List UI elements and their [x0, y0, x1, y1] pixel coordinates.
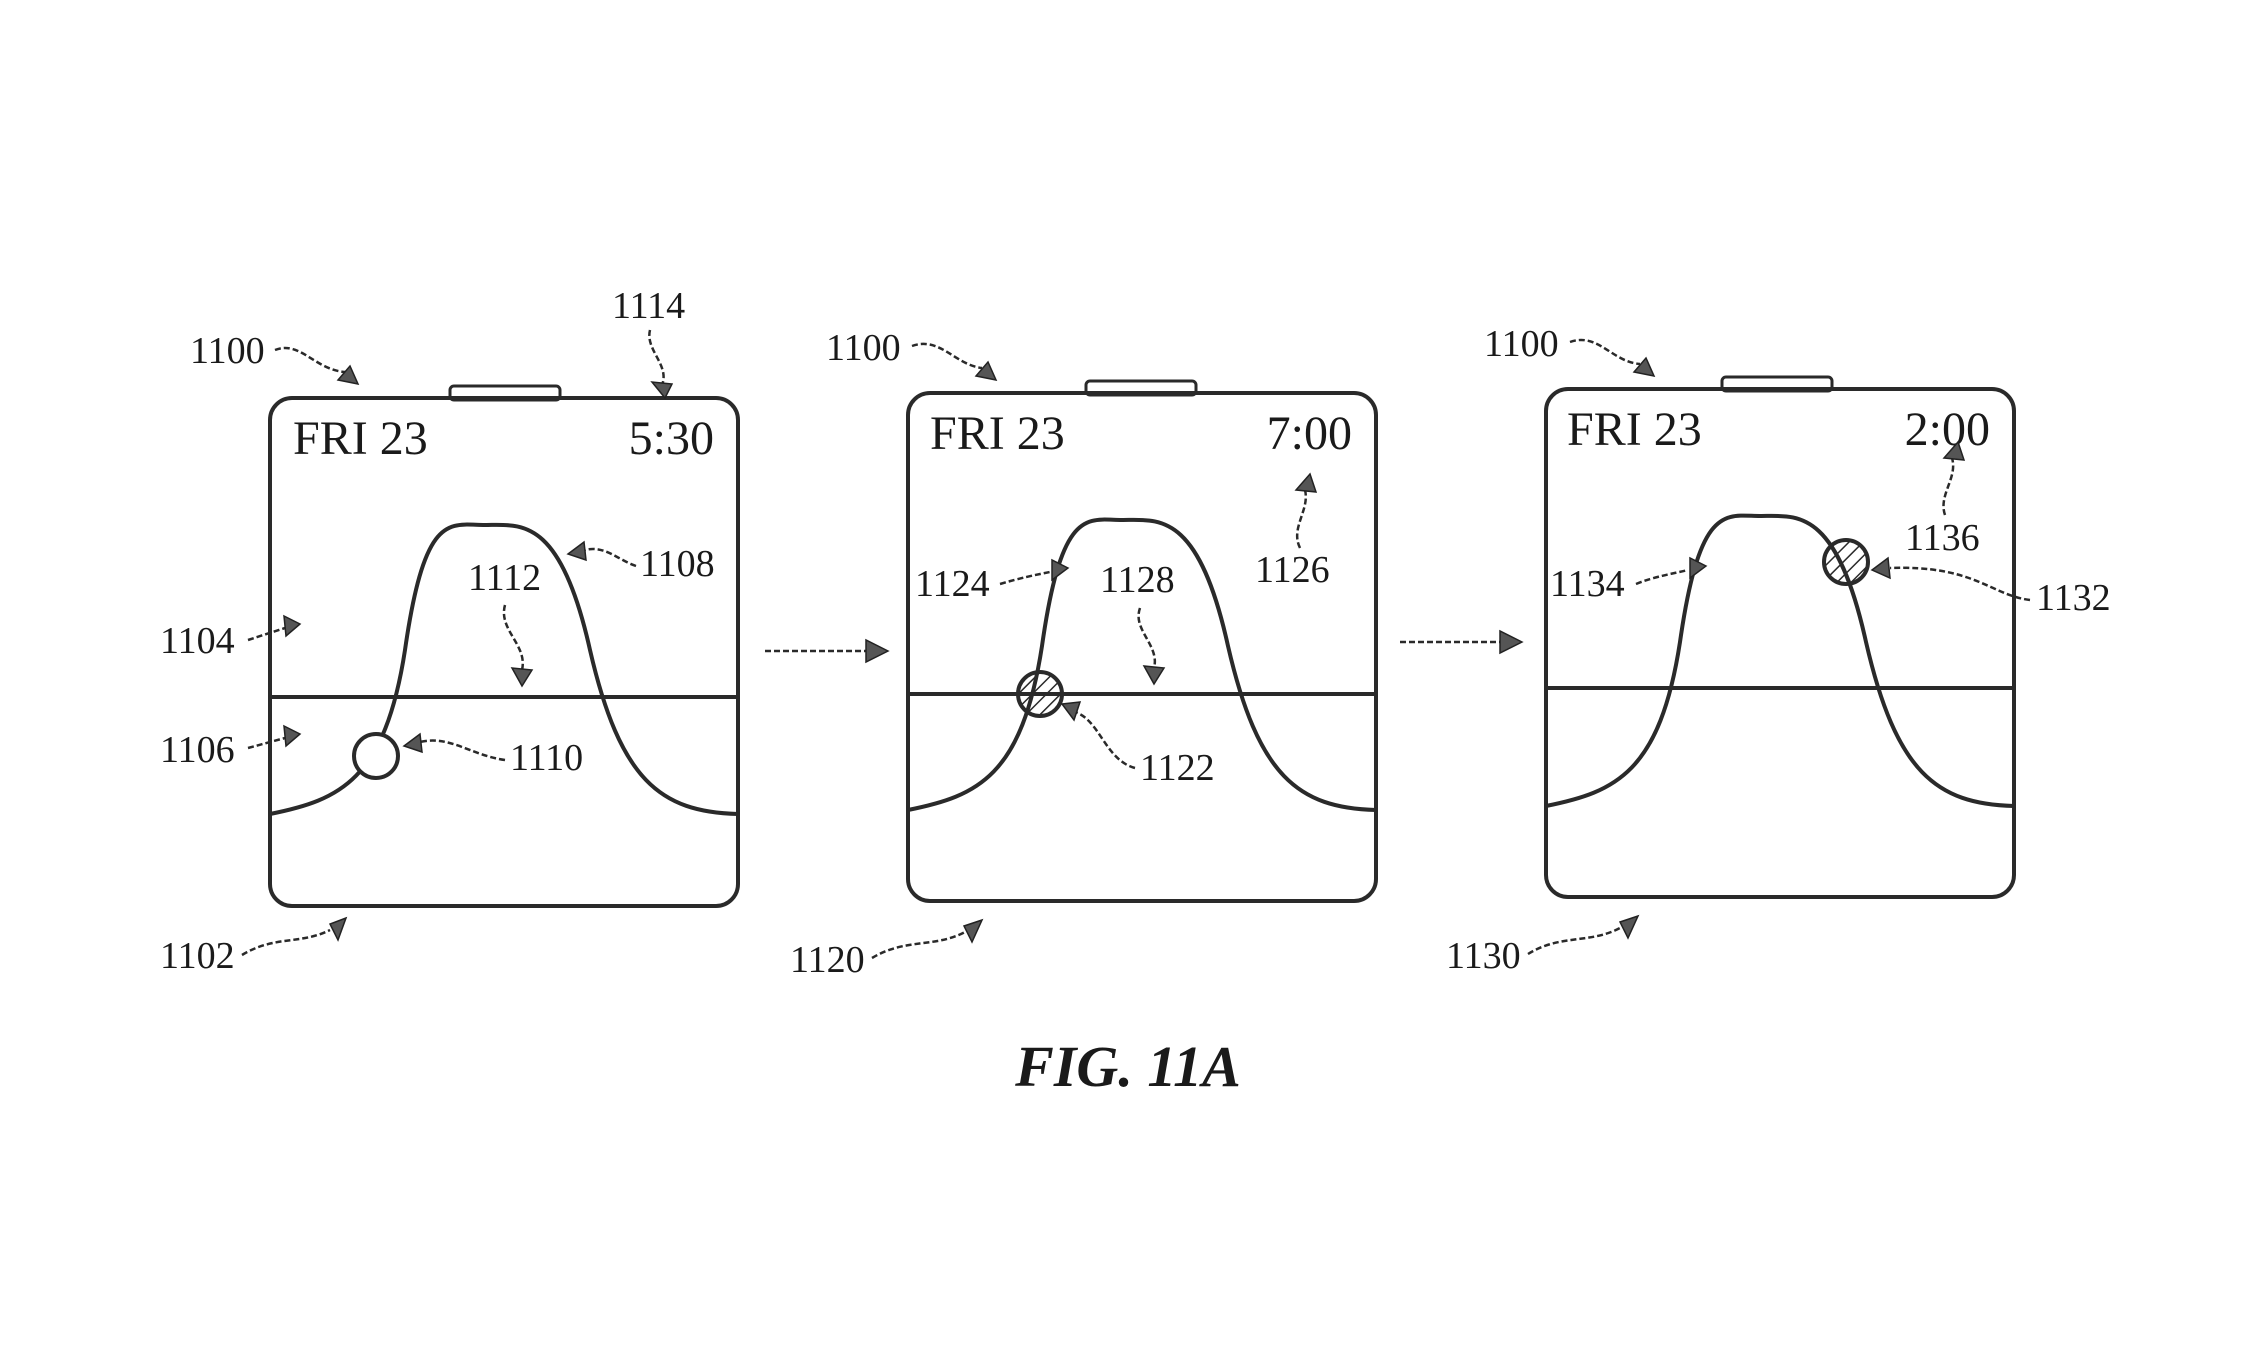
leader-device — [1570, 340, 1640, 364]
leader-indicator — [420, 741, 505, 760]
ref-label-indicator: 1110 — [510, 737, 583, 779]
panel-3: FRI 23 2:00 1100 1136 1134 1132 1130 — [1446, 323, 2111, 977]
leader-device — [912, 344, 982, 368]
ref-label-device: 1100 — [190, 330, 265, 372]
time-label: 7:00 — [1267, 407, 1352, 460]
ref-label-upper-region: 1104 — [160, 620, 235, 662]
ref-label-time: 1126 — [1255, 549, 1330, 591]
leader-horizon — [504, 605, 523, 670]
arrowhead — [1872, 558, 1890, 578]
leader-curve — [585, 549, 636, 566]
arrowhead — [964, 920, 982, 942]
time-label: 5:30 — [629, 412, 714, 465]
ref-label-horizon: 1128 — [1100, 559, 1175, 601]
ref-label-curve: 1134 — [1550, 563, 1625, 605]
arrowhead — [1634, 358, 1654, 376]
ref-label-screen: 1120 — [790, 939, 865, 981]
device-screen — [908, 393, 1376, 901]
arrowhead — [568, 542, 586, 560]
arrowhead — [404, 734, 422, 752]
transition-arrow — [1400, 631, 1522, 653]
ref-label-curve: 1108 — [640, 543, 715, 585]
leader-screen — [1528, 928, 1620, 954]
arrowhead — [1144, 666, 1164, 684]
ref-label-curve: 1124 — [915, 563, 990, 605]
leader-indicator — [1890, 568, 2030, 600]
arrowhead — [652, 382, 672, 398]
time-label: 2:00 — [1905, 403, 1990, 456]
date-label: FRI 23 — [1567, 403, 1702, 456]
arrowhead — [1296, 474, 1316, 492]
leader-lower-region — [248, 738, 285, 748]
sun-curve — [1546, 516, 2014, 806]
leader-time — [1297, 490, 1306, 548]
ref-label-screen: 1102 — [160, 935, 235, 977]
leader-curve — [1000, 572, 1050, 584]
ref-label-time: 1114 — [612, 285, 685, 327]
ref-label-screen: 1130 — [1446, 935, 1521, 977]
ref-label-time: 1136 — [1905, 517, 1980, 559]
arrowhead — [976, 362, 996, 380]
ref-label-device: 1100 — [1484, 323, 1559, 365]
sun-indicator — [1018, 672, 1062, 716]
sun-indicator — [1824, 540, 1868, 584]
ref-label-device: 1100 — [826, 327, 901, 369]
leader-time — [649, 330, 663, 385]
arrowhead — [1620, 916, 1638, 938]
leader-device — [275, 348, 345, 372]
leader-horizon — [1139, 608, 1155, 668]
arrowhead — [338, 366, 358, 384]
figure-caption: FIG. 11A — [1014, 1034, 1241, 1099]
transition-arrow — [765, 640, 888, 662]
ref-label-lower-region: 1106 — [160, 729, 235, 771]
ref-label-horizon: 1112 — [468, 557, 541, 599]
device-screen — [1546, 389, 2014, 897]
arrowhead — [512, 668, 532, 686]
date-label: FRI 23 — [293, 412, 428, 465]
arrowhead — [1062, 702, 1080, 720]
device-screen — [270, 398, 738, 906]
arrowhead — [330, 918, 346, 940]
leader-upper-region — [248, 628, 285, 640]
leader-screen — [242, 930, 330, 955]
ref-label-indicator: 1122 — [1140, 747, 1215, 789]
leader-time — [1943, 458, 1953, 515]
arrowhead — [284, 616, 300, 636]
arrowhead — [284, 726, 300, 746]
sun-indicator — [354, 734, 398, 778]
ref-label-indicator: 1132 — [2036, 577, 2111, 619]
leader-curve — [1636, 570, 1688, 584]
leader-indicator — [1075, 712, 1135, 768]
leader-screen — [872, 932, 965, 958]
date-label: FRI 23 — [930, 407, 1065, 460]
panel-1: FRI 23 5:30 1100 1114 1104 1106 1108 111… — [160, 285, 738, 977]
